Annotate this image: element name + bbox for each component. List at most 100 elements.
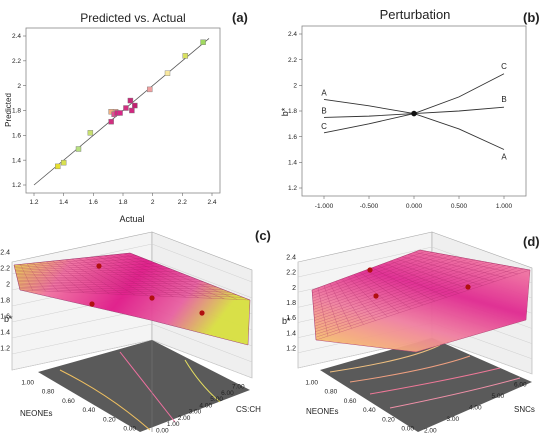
chart-a-ytick-label: 1.8 xyxy=(12,108,21,115)
chart-d-ztick-label: 1.2 xyxy=(286,346,296,353)
chart-d-ztick-label: 2 xyxy=(292,285,296,292)
chart-b: Perturbation -1.000 -0.500 0.000 0.500 1.000… xyxy=(280,7,527,210)
d-mesh-line xyxy=(315,267,518,335)
c-grid-line xyxy=(11,339,153,371)
chart-c-design-point xyxy=(96,263,102,269)
chart-c-xlabel: NEONEs xyxy=(20,409,52,418)
chart-b-series-label-end: C xyxy=(501,62,507,71)
chart-c-design-point xyxy=(199,310,205,316)
d-grid-line xyxy=(431,337,533,375)
d-mesh-line xyxy=(315,268,524,338)
chart-c-ztick-label: 2.2 xyxy=(0,266,10,273)
c-ytick-label: 7.00 xyxy=(232,384,245,391)
chart-b-xtick-label: -1.000 xyxy=(315,203,334,210)
chart-c-contour-2 xyxy=(119,351,176,423)
chart-d-design-point xyxy=(373,293,379,299)
chart-a-ylabel: Predicted xyxy=(4,93,13,127)
c-mesh-line xyxy=(19,287,237,295)
chart-a: Predicted vs. Actual 1.2 1.4 1.6 1.8 2 2.2 2.4… xyxy=(4,11,221,224)
chart-b-ytick-label: 2 xyxy=(293,83,297,90)
chart-a-ytick-label: 2.2 xyxy=(12,58,21,65)
chart-c-ztick-label: 1.4 xyxy=(0,330,10,337)
chart-a-point xyxy=(55,163,61,170)
chart-b-ytick-label: 1.6 xyxy=(288,134,297,141)
chart-a-point xyxy=(164,70,171,76)
panel-d-letter: (d) xyxy=(523,234,540,249)
d-xtick-label: 0.20 xyxy=(382,416,395,423)
chart-d-xlabel: NEONEs xyxy=(306,407,338,416)
chart-a-point xyxy=(127,97,134,104)
chart-d-ylabel: SNCs xyxy=(514,405,535,414)
chart-b-xtick-label: 0.500 xyxy=(451,203,468,210)
chart-a-ytick-label: 1.4 xyxy=(12,157,21,164)
chart-a-ytick-label: 2 xyxy=(17,83,21,90)
chart-d-contour-1 xyxy=(329,344,441,373)
chart-c-ztick-label: 1.8 xyxy=(0,298,10,305)
c-grid-line xyxy=(151,243,253,283)
chart-c-ztick-label: 2 xyxy=(6,282,10,289)
chart-b-xtick-label: -0.500 xyxy=(360,203,379,210)
c-xtick-label: 0.80 xyxy=(42,389,55,396)
panel-b-letter: (b) xyxy=(523,10,540,25)
chart-c-ztick-label: 1.2 xyxy=(0,346,10,353)
d-ytick-label: 4.00 xyxy=(469,405,482,412)
c-mesh-line xyxy=(19,288,244,298)
d-ytick-label: 2.00 xyxy=(424,428,437,435)
chart-a-xtick-label: 1.4 xyxy=(59,199,68,206)
chart-a-point xyxy=(129,107,135,114)
d-xtick-label: 0.80 xyxy=(325,389,338,396)
chart-c-floor xyxy=(38,340,250,432)
chart-c-ylabel: CS:CH xyxy=(236,405,261,414)
chart-a-point xyxy=(123,105,129,111)
chart-b-series-label-end: A xyxy=(501,153,507,162)
chart-a-point xyxy=(182,53,189,59)
chart-b-ytick-label: 1.2 xyxy=(288,185,297,192)
d-xtick-label: 0.60 xyxy=(344,398,357,405)
chart-a-ytick-label: 2.4 xyxy=(12,33,21,40)
chart-b-ytick-label: 2.2 xyxy=(288,57,297,64)
chart-b-ytick-label: 1.8 xyxy=(288,108,297,115)
chart-c-contour-1 xyxy=(59,369,151,431)
chart-a-point xyxy=(200,39,206,45)
chart-a-xtick-label: 2.4 xyxy=(207,199,216,206)
chart-c-contour-3 xyxy=(184,359,221,403)
chart-b-center-point xyxy=(411,110,417,117)
chart-d-zlabel: b* xyxy=(282,316,291,326)
chart-c-ztick-label: 2.4 xyxy=(0,250,10,257)
chart-d-ztick-label: 2.2 xyxy=(286,270,296,277)
chart-a-point xyxy=(87,130,94,136)
c-ytick-label: 1.00 xyxy=(167,421,180,428)
c-mesh-line xyxy=(129,252,251,301)
chart-c-ztick-label: 1.6 xyxy=(0,314,10,321)
chart-c-zlabel: b* xyxy=(4,314,13,324)
c-xtick-label: 0.40 xyxy=(83,407,96,414)
d-mesh-line xyxy=(315,269,531,341)
c-mesh-line xyxy=(19,289,251,301)
chart-a-xlabel: Actual xyxy=(119,214,144,224)
chart-a-point xyxy=(117,110,123,116)
d-ytick-label: 3.00 xyxy=(447,416,460,423)
chart-a-point xyxy=(60,159,67,166)
d-xtick-label: 0.00 xyxy=(401,426,414,433)
c-ytick-label: 6.00 xyxy=(221,390,234,397)
chart-b-title: Perturbation xyxy=(380,7,451,22)
c-ytick-label: 2.00 xyxy=(178,415,191,422)
c-xtick-label: 0.00 xyxy=(123,426,136,433)
c-grid-line xyxy=(151,323,253,363)
chart-d-design-point xyxy=(367,267,373,273)
d-ytick-label: 5.00 xyxy=(492,393,505,400)
chart-a-xtick-label: 1.2 xyxy=(29,199,38,206)
chart-d: 1.2 1.4 1.6 1.8 2 2.2 2.4 0.00 0.20 0.40 0.60 0.80… xyxy=(282,231,535,435)
d-mesh-line xyxy=(419,249,531,271)
chart-a-xtick-label: 1.8 xyxy=(118,199,127,206)
chart-a-xtick-label: 1.6 xyxy=(89,199,98,206)
d-ytick-label: 6.00 xyxy=(514,382,527,389)
c-mesh-line xyxy=(117,254,225,300)
chart-a-point xyxy=(108,118,114,125)
c-grid-line xyxy=(11,323,153,355)
d-mesh-line xyxy=(315,266,512,332)
chart-a-xtick-label: 2.2 xyxy=(178,199,187,206)
chart-d-ztick-label: 1.8 xyxy=(286,300,296,307)
chart-b-ytick-label: 1.4 xyxy=(288,160,297,167)
